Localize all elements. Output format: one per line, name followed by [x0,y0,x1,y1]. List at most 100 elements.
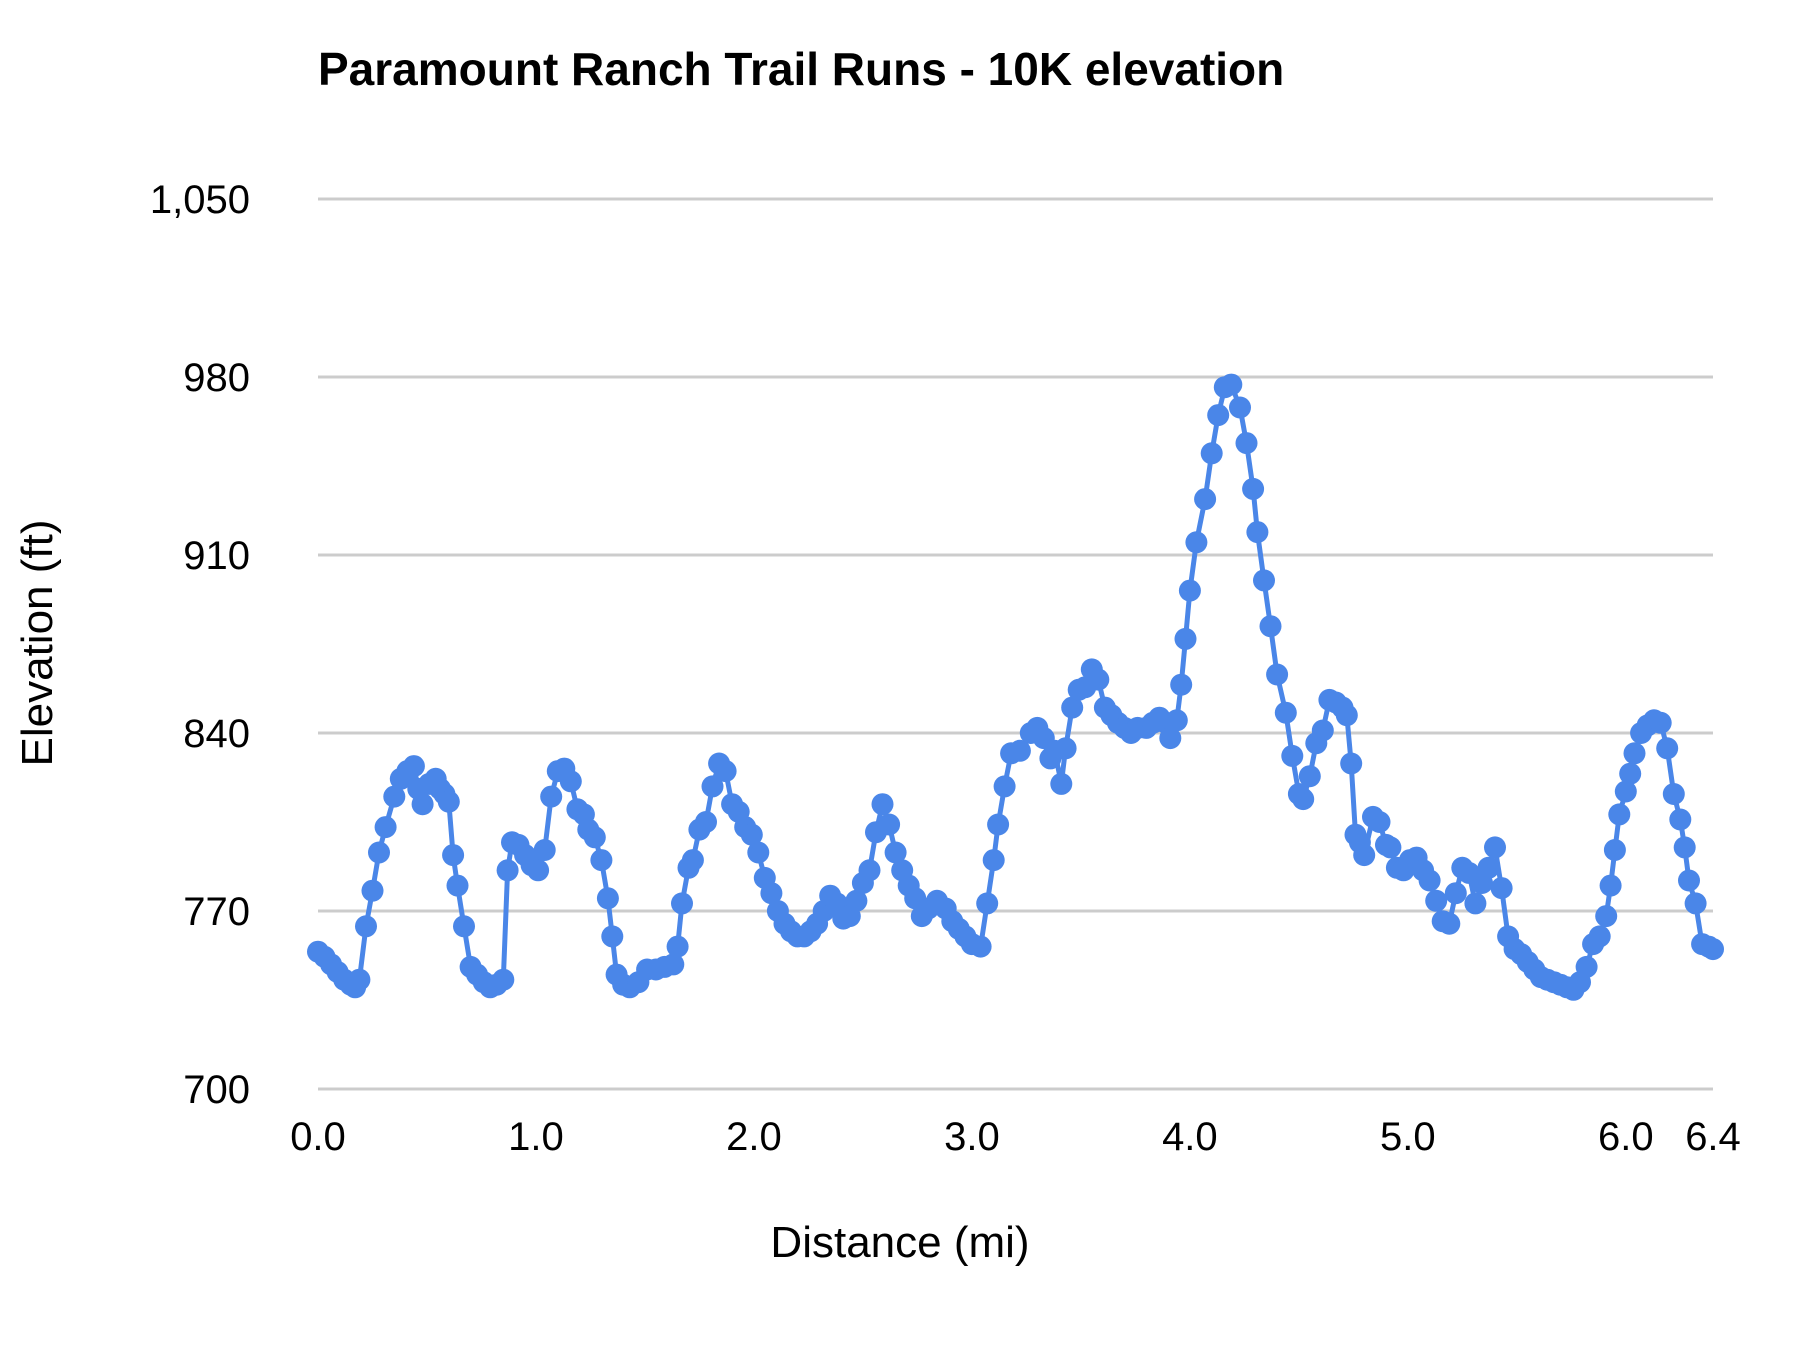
data-point [1061,696,1084,719]
data-point [374,816,397,839]
data-point [878,813,901,836]
data-point [671,892,693,915]
data-point [1438,912,1461,935]
data-point [1368,811,1391,833]
data-point [969,935,992,958]
y-tick-label: 840 [183,712,250,756]
y-tick-label: 910 [183,534,250,578]
x-axis-title: Distance (mi) [770,1218,1030,1267]
data-point [1298,765,1321,788]
data-point [1246,521,1269,544]
data-point [1603,839,1626,861]
data-point [1229,396,1251,419]
data-point [1259,615,1282,638]
data-point [976,892,999,915]
data-point [1477,856,1500,879]
data-point [1185,531,1208,554]
data-point [1178,579,1201,602]
data-point [1311,719,1334,742]
data-point [355,915,377,938]
x-tick-label: 4.0 [1162,1115,1218,1159]
data-point [1614,780,1637,803]
data-point [1379,836,1402,859]
data-point [1599,874,1622,897]
data-point [368,841,390,864]
data-point [666,935,689,958]
data-point [1220,373,1243,396]
data-point [1335,704,1358,727]
data-point [993,775,1016,798]
data-point [402,755,425,778]
x-tick-label: 6.0 [1598,1115,1654,1159]
data-point [1669,808,1692,831]
data-point [559,770,582,793]
data-point [1274,701,1297,724]
data-point [442,844,465,867]
y-tick-label: 700 [183,1068,250,1112]
data-point [1054,737,1077,760]
data-point [1608,803,1631,826]
data-point [453,915,475,938]
data-point [1159,727,1182,750]
data-point [695,811,717,833]
data-point [1662,783,1685,805]
data-point [527,859,550,882]
data-point [1266,663,1289,686]
data-point [982,849,1005,872]
data-point [446,874,469,897]
x-tick-label: 5.0 [1380,1115,1436,1159]
data-point [583,826,606,849]
data-point [1588,925,1611,948]
data-point [1490,877,1513,900]
data-point [1194,488,1217,511]
data-point [1235,432,1258,455]
data-point [1353,844,1376,867]
y-tick-label: 770 [183,890,250,934]
data-point [1619,762,1642,785]
data-point [496,859,519,882]
data-point [1649,711,1672,734]
data-point [987,813,1010,836]
data-point [1165,709,1188,732]
data-point [1425,889,1448,912]
data-point [596,887,619,910]
elevation-line [315,382,1716,993]
data-point [1444,882,1467,905]
data-point [437,790,460,813]
data-point [411,793,434,816]
data-point [1418,869,1441,892]
data-point [601,925,624,948]
data-point [871,793,894,816]
data-point [540,785,563,808]
data-point [662,953,685,976]
data-point [1575,955,1598,978]
data-point [1595,905,1618,928]
data-point [1174,627,1197,650]
chart-title: Paramount Ranch Trail Runs - 10K elevati… [318,43,1285,95]
y-tick-label: 1,050 [150,178,250,222]
data-point [1200,442,1223,465]
data-point [760,882,783,905]
data-point [845,889,868,912]
x-tick-label: 3.0 [944,1115,1000,1159]
data-point [348,968,371,991]
data-point [1207,404,1230,427]
data-point [533,839,556,861]
data-point [1170,673,1193,696]
data-point [884,841,907,864]
y-tick-label: 980 [183,356,250,400]
data-point [681,849,704,872]
data-point [383,785,406,808]
data-point [492,968,515,991]
data-point [701,775,724,798]
data-point [1656,737,1679,760]
data-point [1484,836,1506,859]
data-point [590,849,613,872]
data-point [1702,938,1724,961]
data-point [1050,772,1073,795]
data-point [1292,788,1315,811]
data-point [858,859,881,882]
data-point [1242,477,1265,500]
